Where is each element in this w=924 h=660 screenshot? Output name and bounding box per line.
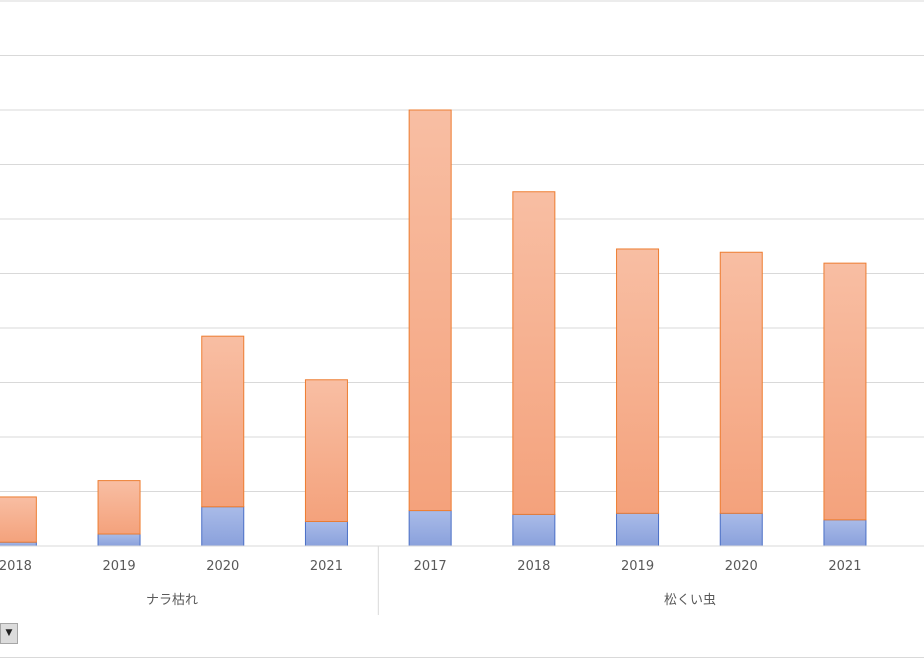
bar-segment — [408, 109, 452, 512]
field-dropdown-button[interactable]: ▼ — [0, 623, 18, 644]
bar-segment — [719, 251, 763, 514]
x-axis: 2018 2019 2020 2021 2017 2018 2019 2020 2021 ナラ枯れ… — [0, 545, 924, 615]
bar-segment — [512, 191, 556, 515]
bar-segment — [97, 533, 141, 547]
bar-segment — [512, 513, 556, 547]
bar-segment — [201, 506, 245, 547]
x-tick-label: 2017 — [414, 559, 447, 574]
x-tick-label: 2018 — [517, 559, 550, 574]
bar-segment — [0, 496, 37, 543]
bar-segment — [616, 512, 660, 547]
bar-segment — [823, 519, 867, 547]
chevron-down-icon: ▼ — [5, 628, 13, 638]
bar-segment — [97, 480, 141, 535]
bar-segment — [408, 510, 452, 547]
x-tick-label: 2019 — [103, 559, 136, 574]
x-tick-label: 2021 — [828, 559, 861, 574]
bar-segment — [616, 248, 660, 514]
bar-segment — [0, 541, 37, 547]
bar-segment — [201, 335, 245, 508]
bar-segment — [719, 512, 763, 547]
x-tick-label: 2018 — [0, 559, 32, 574]
bar-segment — [823, 262, 867, 521]
x-tick-label: 2021 — [310, 559, 343, 574]
bar-segment — [304, 520, 348, 547]
x-tick-label: 2020 — [206, 559, 239, 574]
bars — [0, 109, 867, 547]
x-tick-label: 2019 — [621, 559, 654, 574]
x-tick-label: 2020 — [725, 559, 758, 574]
gridlines — [0, 0, 924, 492]
bar-segment — [304, 379, 348, 522]
x-group-label: ナラ枯れ — [146, 593, 198, 608]
divider — [0, 657, 924, 658]
x-group-label: 松くい虫 — [664, 593, 716, 608]
